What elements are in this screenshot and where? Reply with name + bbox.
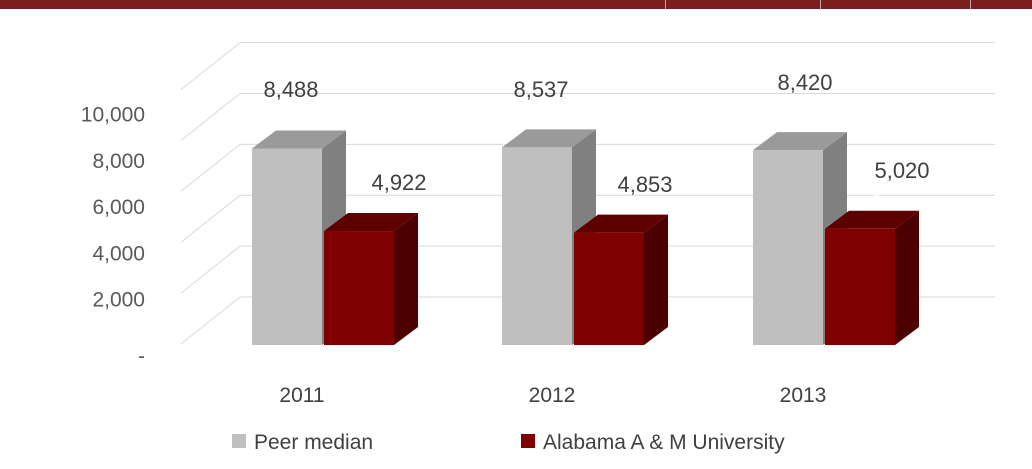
data-label: 8,420 — [777, 70, 832, 95]
leader-line — [863, 187, 897, 201]
header-separator — [665, 0, 666, 9]
bar-top — [574, 214, 668, 233]
x-tick-label: 2013 — [780, 384, 827, 407]
gridline-side — [180, 93, 241, 141]
bar — [502, 147, 572, 345]
data-label: 4,922 — [371, 170, 426, 195]
leader-line — [606, 201, 640, 215]
x-tick-label: 2011 — [279, 384, 324, 407]
legend: Peer median Alabama A & M University — [232, 431, 785, 454]
bar — [252, 148, 322, 345]
bar-top — [502, 129, 596, 148]
bar — [324, 231, 394, 345]
data-label: 8,537 — [513, 77, 568, 102]
header-separator — [820, 0, 821, 9]
y-tick-label: 6,000 — [92, 196, 145, 219]
data-label: 8,488 — [263, 77, 318, 102]
x-axis: 2011 2012 2013 — [279, 384, 826, 407]
data-label: 5,020 — [874, 158, 929, 183]
data-label: 4,853 — [617, 172, 672, 197]
bar-top — [252, 130, 346, 149]
y-tick-label: - — [138, 345, 145, 368]
legend-swatch — [232, 434, 246, 448]
bar — [574, 232, 644, 345]
legend-swatch — [521, 434, 535, 448]
gridline-side — [180, 42, 241, 90]
bar-top — [825, 210, 919, 229]
header-bar — [0, 0, 1032, 9]
bar-side — [644, 214, 668, 345]
bar-side — [394, 213, 418, 345]
bar — [825, 228, 895, 345]
bar-top — [753, 132, 847, 151]
bar-side — [895, 210, 919, 345]
data-labels: 8,488 4,922 8,537 4,853 8,420 5,020 — [263, 70, 930, 215]
gridline-side — [180, 245, 241, 294]
header-separator — [970, 0, 971, 9]
gridline-side — [180, 194, 241, 243]
legend-label: Peer median — [254, 431, 373, 454]
bar-top — [324, 213, 418, 232]
x-tick-label: 2012 — [529, 384, 576, 407]
y-tick-label: 2,000 — [92, 289, 145, 312]
y-tick-label: 4,000 — [92, 242, 145, 265]
gridline-side — [180, 296, 241, 345]
y-tick-label: 10,000 — [81, 104, 145, 127]
y-axis: - 2,000 4,000 6,000 8,000 10,000 — [81, 104, 145, 369]
gridline-side — [180, 143, 241, 192]
bars — [252, 129, 919, 345]
y-tick-label: 8,000 — [92, 150, 145, 173]
bar — [753, 150, 823, 345]
legend-label: Alabama A & M University — [543, 431, 785, 454]
